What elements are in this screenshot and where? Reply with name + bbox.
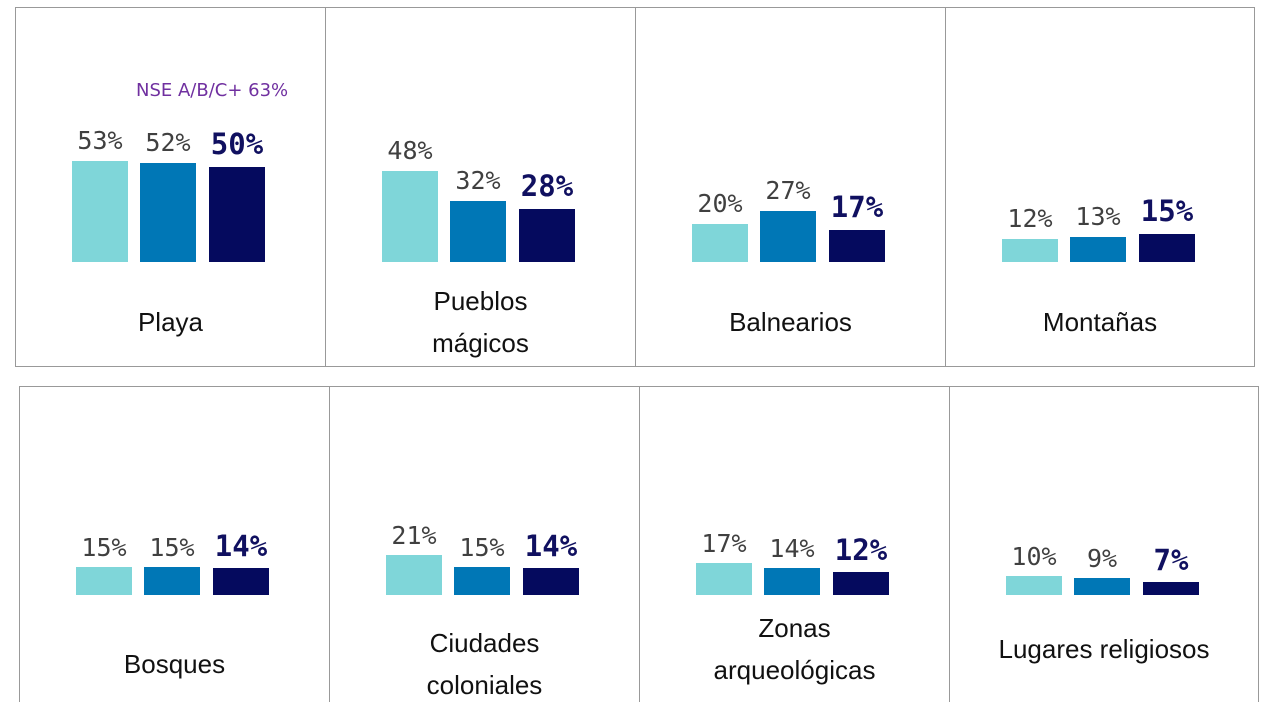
bar: [1070, 237, 1126, 262]
panel-title: Bosques: [123, 649, 226, 680]
value-label: 12%: [1007, 204, 1053, 234]
panel: 53% 52% 50% Playa NSE A/B/C+ 63%: [15, 7, 325, 367]
value-label: 21%: [391, 521, 437, 551]
panel: 12% 13% 15% Montañas: [945, 7, 1255, 367]
bar: [144, 566, 200, 595]
bar: [833, 572, 889, 595]
value-label: 52%: [145, 128, 191, 158]
bar: [454, 566, 510, 595]
value-label: 20%: [697, 189, 743, 218]
bar: [209, 167, 265, 262]
value-label: 14%: [214, 529, 268, 564]
value-label: 15%: [149, 532, 195, 562]
value-label: 9%: [1086, 543, 1118, 573]
value-label: 14%: [524, 529, 578, 564]
bar: [692, 224, 748, 262]
value-label: 28%: [520, 168, 574, 203]
bar: [519, 208, 575, 262]
value-label: 10%: [1011, 542, 1057, 571]
value-label: 7%: [1153, 542, 1189, 577]
bar: [1002, 239, 1058, 262]
panel-title: Pueblos mágicos: [432, 286, 529, 358]
value-label: 15%: [81, 532, 127, 562]
bar: [1074, 577, 1130, 595]
panel: 10% 9% 7% Lugares religiosos: [949, 386, 1259, 702]
bar: [1143, 581, 1199, 595]
panel: 17% 14% 12% Zonas arqueológicas: [639, 386, 949, 702]
value-label: 14%: [769, 534, 815, 564]
panel: 48% 32% 28% Pueblos mágicos: [325, 7, 635, 367]
bar: [1139, 233, 1195, 262]
panel-title: Zonas arqueológicas: [713, 613, 876, 685]
bar: [386, 555, 442, 595]
bar: [1006, 576, 1062, 595]
value-label: 15%: [459, 532, 505, 562]
value-label: 48%: [387, 135, 433, 165]
bar: [760, 210, 816, 262]
bar: [382, 170, 438, 262]
panel-title: Ciudades coloniales: [426, 628, 543, 700]
panel: 20% 27% 17% Balnearios: [635, 7, 945, 367]
panel-title: Lugares religiosos: [998, 634, 1210, 665]
bar: [523, 568, 579, 595]
value-label: 12%: [834, 533, 888, 568]
value-label: 32%: [455, 166, 501, 196]
value-label: 15%: [1140, 193, 1194, 228]
bar: [76, 566, 132, 595]
value-label: 13%: [1075, 202, 1121, 232]
panel-title: Playa: [137, 307, 204, 338]
panel: 21% 15% 14% Ciudades coloniales: [329, 386, 639, 702]
bar: [696, 562, 752, 595]
bar: [829, 229, 885, 262]
annotation: NSE A/B/C+ 63%: [136, 80, 289, 101]
value-label: 27%: [765, 175, 811, 205]
panel-title: Balnearios: [729, 307, 852, 338]
bar: [140, 163, 196, 262]
value-label: 17%: [830, 189, 884, 224]
value-label: 50%: [210, 127, 264, 161]
panel-title: Montañas: [1042, 307, 1158, 338]
bar: [450, 201, 506, 262]
panel: 15% 15% 14% Bosques: [19, 386, 329, 702]
bar: [764, 568, 820, 595]
value-label: 17%: [701, 528, 747, 558]
bar: [213, 568, 269, 595]
bar: [72, 161, 128, 262]
value-label: 53%: [77, 126, 123, 156]
